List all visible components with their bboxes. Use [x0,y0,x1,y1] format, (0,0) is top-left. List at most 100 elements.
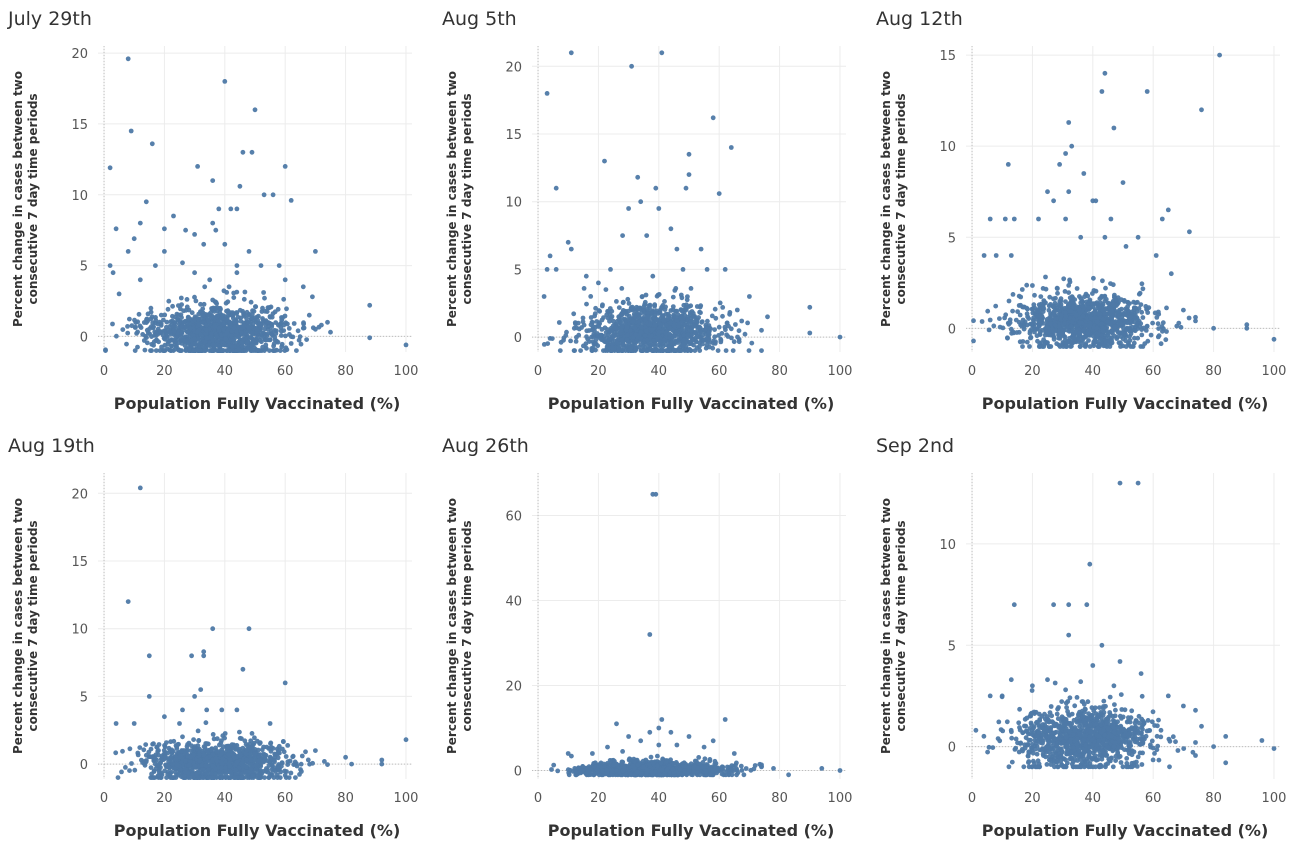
data-point [579,325,584,330]
data-point [149,141,155,147]
y-axis-title: Percent change in cases between two conse… [445,498,474,754]
data-point [179,330,185,336]
data-point [300,284,306,290]
data-point [288,770,294,776]
data-point [282,768,288,774]
data-point [200,767,206,772]
data-point [571,325,577,331]
data-point [179,749,185,754]
data-point [1091,343,1097,349]
data-point [1081,171,1087,176]
data-point [255,775,261,780]
data-point [765,314,770,320]
data-point [1087,322,1093,328]
data-point [230,348,235,353]
y-axis-title-line: Percent change in cases between two [445,71,459,327]
data-point [258,324,264,330]
data-point [609,314,615,319]
data-point [676,323,681,329]
data-point [167,773,173,779]
data-point [196,322,202,328]
data-point [638,199,644,205]
x-tick-label: 20 [1024,364,1041,379]
data-point [1127,315,1133,321]
data-point [1127,338,1133,343]
data-point [1110,282,1116,288]
x-tick-label: 40 [217,791,234,806]
data-point [310,760,315,766]
data-point [1056,323,1062,329]
data-point [587,339,592,344]
data-point [1122,310,1128,316]
data-point [723,327,728,333]
data-point [691,342,696,348]
data-point [162,249,167,254]
data-point [222,241,228,247]
data-point [1035,338,1040,344]
chart-panel-jul29: July 29th 0 20 40 60 80 100 0 5 10 15 20 Population… [0,0,433,426]
data-point [1178,324,1184,330]
data-point [1127,301,1132,306]
data-point [221,288,227,294]
data-point [653,309,658,315]
y-axis-title-line: consecutive 7 day time periods [460,520,474,731]
y-tick-label: 15 [71,118,88,133]
data-point [244,757,250,763]
data-point [694,320,700,326]
data-point [198,301,203,307]
data-point [1092,311,1097,316]
data-point [299,769,304,774]
data-point [186,316,192,321]
data-point [1027,344,1032,349]
data-point [115,775,121,780]
data-point [155,326,161,332]
data-point [591,334,596,339]
data-point [267,721,273,726]
data-point [1011,216,1017,222]
data-point [593,305,598,311]
data-point [1068,299,1074,304]
data-point [220,733,226,739]
data-point [1144,324,1150,329]
data-point [167,338,172,344]
data-point [214,775,220,780]
data-point [252,107,258,113]
data-point [367,335,373,341]
data-point [568,50,574,56]
data-point [253,766,259,772]
y-axis-title: Percent change in cases between two conse… [11,498,40,754]
data-point [188,754,193,760]
data-points [541,50,843,353]
data-point [602,158,607,164]
data-point [549,336,555,341]
data-point [997,316,1002,321]
data-point [234,270,240,276]
data-point [133,324,138,330]
data-point [1105,319,1111,324]
data-point [183,758,188,764]
data-point [1139,309,1145,315]
data-point [594,331,600,336]
data-point [993,303,999,309]
data-point [197,759,202,764]
data-point [1006,321,1012,327]
data-point [691,314,696,319]
data-points [103,56,409,353]
data-point [158,330,164,336]
data-point [1063,299,1068,304]
data-point [644,328,649,334]
data-point [581,286,587,291]
data-point [292,759,298,765]
data-point [624,337,630,343]
data-point [284,306,289,312]
y-tick-label: 5 [514,263,522,278]
data-point [237,307,243,313]
data-point [1077,320,1083,326]
data-point [1010,308,1015,314]
data-point [126,316,132,322]
x-tick-label: 60 [277,791,294,806]
data-point [593,337,599,343]
data-point [807,304,813,310]
data-point [204,748,210,754]
data-point [710,115,716,121]
